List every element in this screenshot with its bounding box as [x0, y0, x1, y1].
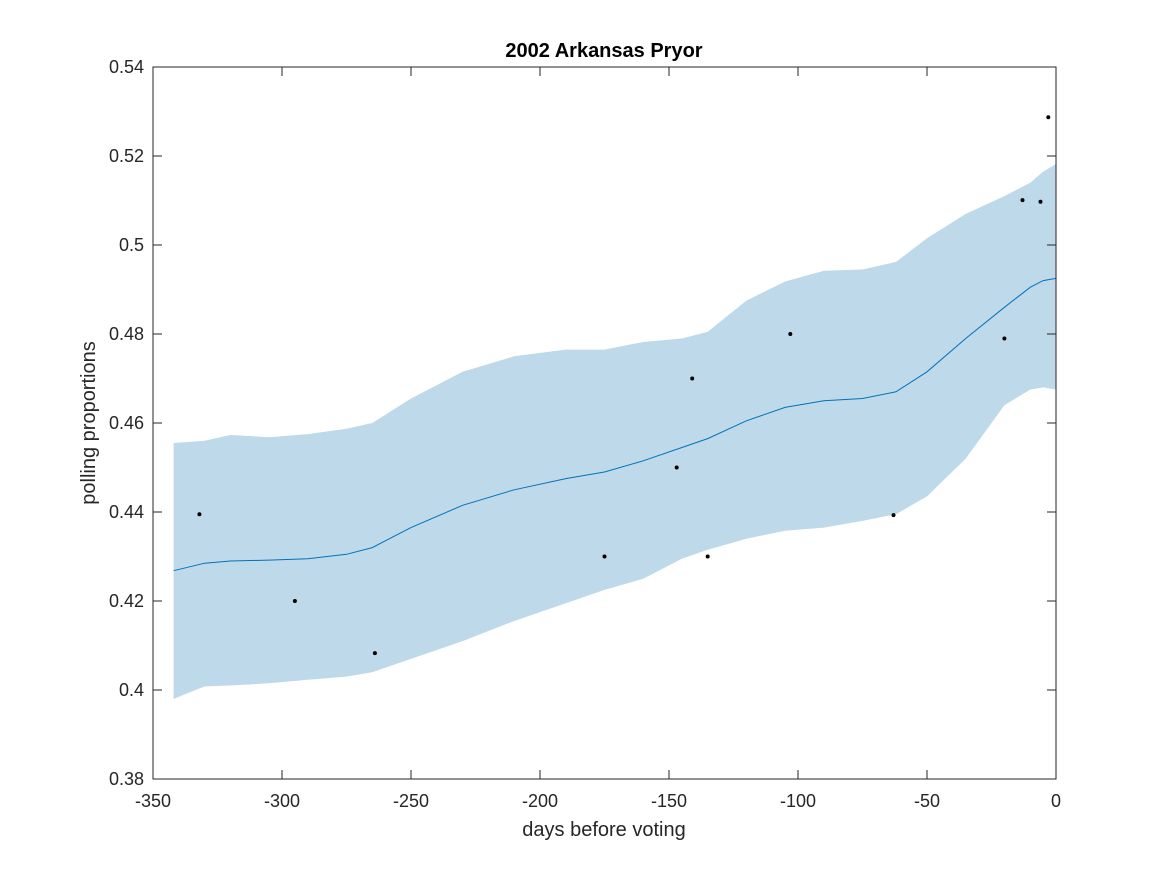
y-tick-label: 0.54: [109, 57, 144, 77]
poll-point: [891, 513, 896, 518]
x-tick-label: -200: [522, 791, 558, 811]
x-tick-label: -100: [780, 791, 816, 811]
y-tick-label: 0.38: [109, 769, 144, 789]
poll-point: [602, 554, 607, 559]
x-tick-label: -50: [914, 791, 940, 811]
poll-point: [788, 332, 793, 336]
poll-point: [1046, 115, 1051, 120]
x-tick-label: 0: [1051, 791, 1061, 811]
chart-title: 2002 Arkansas Pryor: [505, 40, 702, 62]
y-tick-label: 0.5: [119, 235, 144, 255]
y-tick-label: 0.4: [119, 680, 144, 700]
poll-point: [674, 465, 679, 470]
trend-line: [173, 277, 1057, 572]
y-axis-label: polling proportions: [78, 341, 100, 504]
x-tick-label: -300: [264, 791, 300, 811]
plot-layer: [173, 115, 1057, 699]
poll-point: [292, 599, 297, 603]
x-tick-label: -250: [393, 791, 429, 811]
y-tick-label: 0.48: [109, 324, 144, 344]
y-tick-label: 0.46: [109, 413, 144, 433]
x-tick-label: -350: [135, 791, 171, 811]
poll-point: [705, 554, 710, 559]
y-tick-label: 0.42: [109, 591, 144, 611]
poll-point: [372, 651, 377, 656]
poll-point: [197, 512, 202, 517]
x-tick-label: -150: [651, 791, 687, 811]
x-axis-label: days before voting: [522, 819, 685, 841]
poll-point: [690, 376, 695, 381]
confidence-band: [173, 164, 1057, 699]
y-tick-label: 0.52: [109, 146, 144, 166]
poll-point: [1020, 198, 1025, 203]
y-tick-label: 0.44: [109, 502, 144, 522]
ticks-layer: -350 -300 -250 -200 -150 -100 -50 0 0.38 0.4 0.42 0…: [109, 57, 1061, 811]
poll-point: [1038, 199, 1043, 204]
poll-point: [1002, 336, 1007, 341]
